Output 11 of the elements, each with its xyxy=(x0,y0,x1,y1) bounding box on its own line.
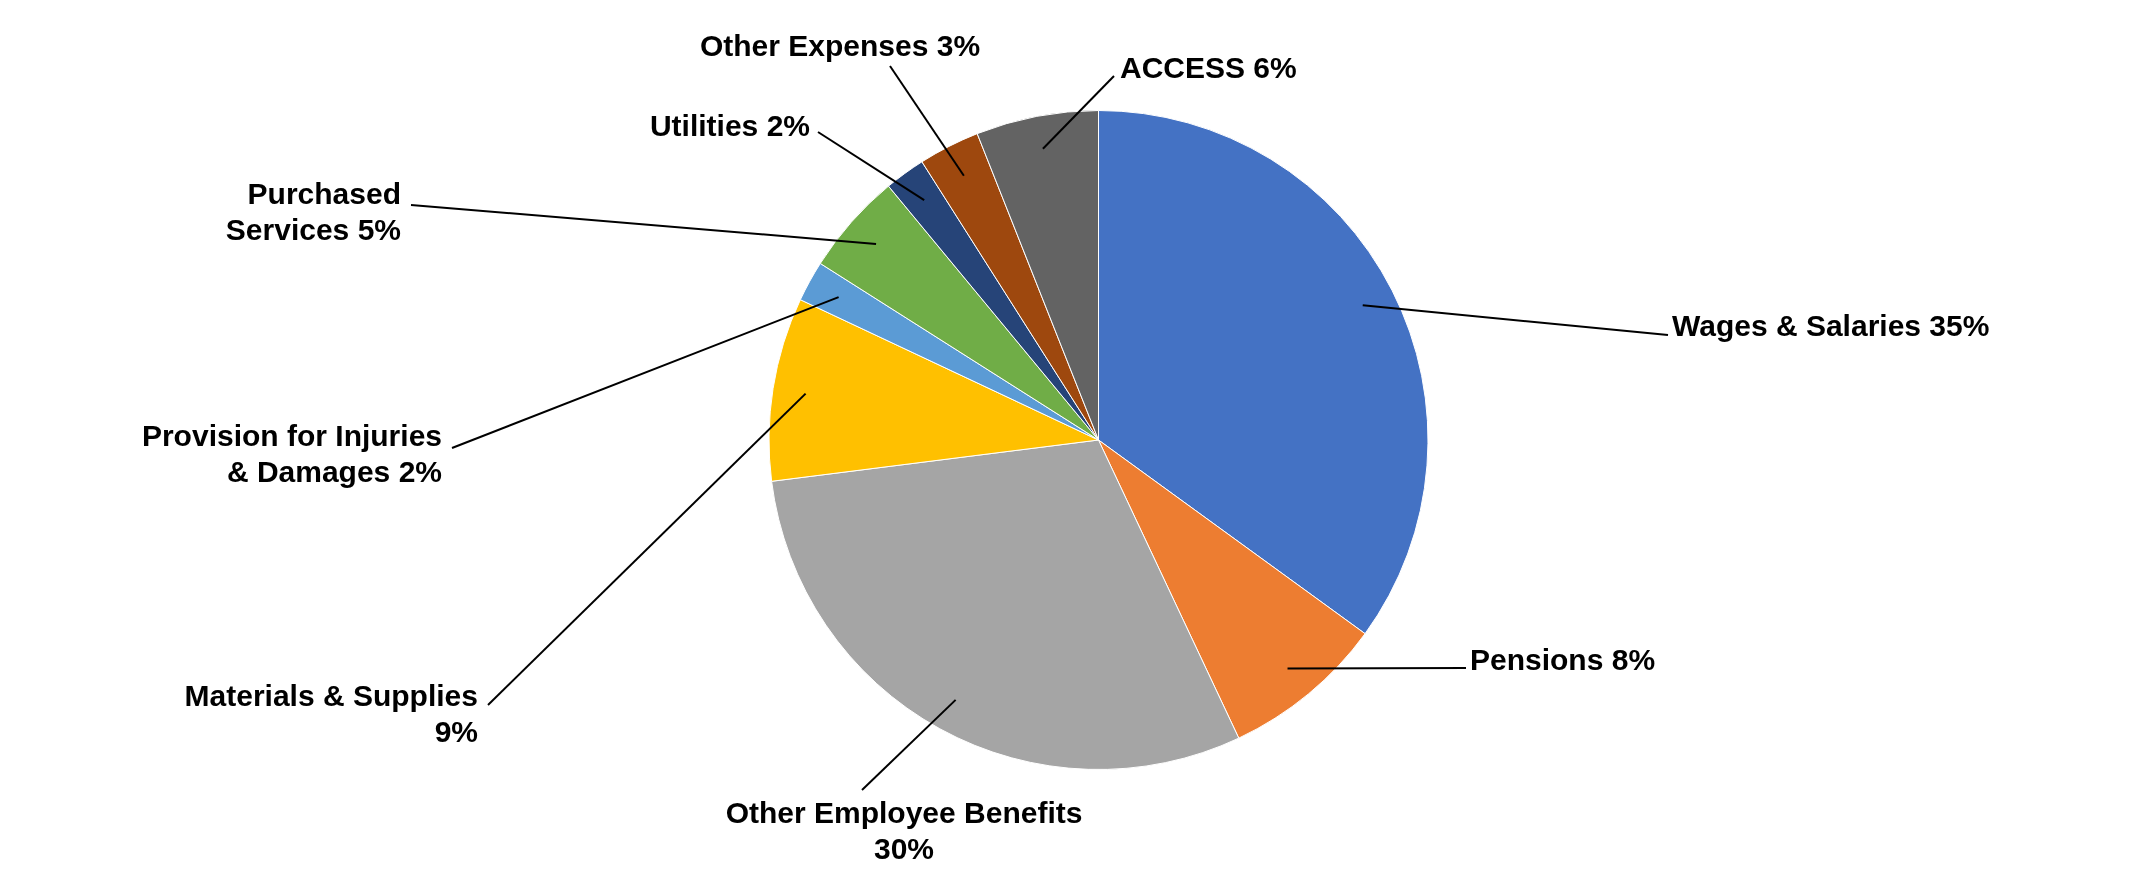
slice-label: ACCESS 6% xyxy=(1120,51,1297,85)
slice-label: Wages & Salaries 35% xyxy=(1672,309,1990,343)
slice-label: Pensions 8% xyxy=(1470,643,1656,677)
slice-label: Other Expenses 3% xyxy=(699,29,981,63)
slice-label: Provision for Injuries & Damages 2% xyxy=(141,419,442,489)
slice-label: Utilities 2% xyxy=(649,109,810,143)
data-label: 30% xyxy=(873,832,935,866)
slice-label: Materials & Supplies xyxy=(184,679,478,713)
slice-label: Other Employee Benefits xyxy=(725,796,1083,830)
data-label: 9% xyxy=(434,715,478,749)
slice-label: Purchased Services 5% xyxy=(225,177,401,247)
